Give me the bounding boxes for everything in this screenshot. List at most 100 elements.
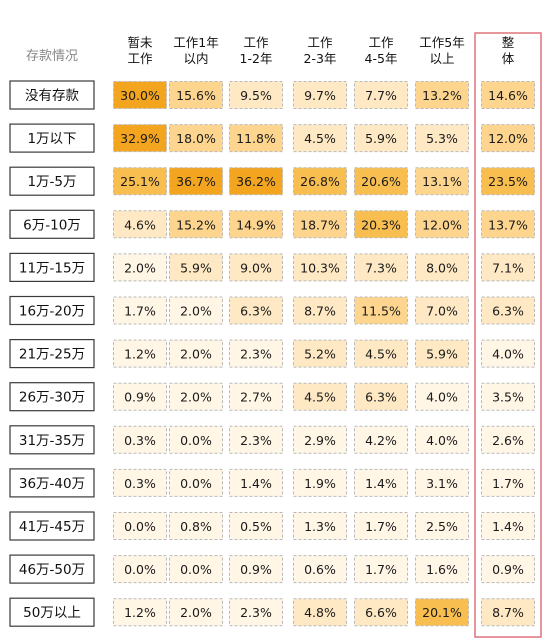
column-header: 暂未工作 <box>127 35 153 66</box>
heatmap-cell <box>229 81 283 109</box>
heatmap-cell <box>113 512 167 540</box>
cell-value-label: 1.4% <box>365 476 397 491</box>
heatmap-cell <box>293 296 347 325</box>
cell-value-label: 6.3% <box>492 304 524 319</box>
cell-value-label: 15.6% <box>176 88 216 103</box>
heatmap-cell <box>354 555 408 584</box>
heatmap-cell <box>354 253 408 282</box>
heatmap-cell <box>113 555 167 584</box>
column-header: 工作 2-3年 <box>304 35 337 66</box>
heatmap-cell <box>481 425 535 454</box>
cell-value-label: 2.3% <box>240 433 272 448</box>
row-label-box <box>9 511 95 541</box>
cell-value-label: 4.8% <box>304 605 336 620</box>
cell-value-label: 4.0% <box>426 390 458 405</box>
cell-value-label: 0.9% <box>124 390 156 405</box>
cell-value-label: 18.0% <box>176 131 216 146</box>
cell-value-label: 14.9% <box>236 217 276 232</box>
heatmap-cell <box>481 555 535 584</box>
cell-value-label: 9.0% <box>240 260 272 275</box>
heatmap-cell <box>293 512 347 540</box>
heatmap-cell <box>229 296 283 325</box>
row-label: 1万-5万 <box>27 174 76 190</box>
cell-value-label: 6.6% <box>365 605 397 620</box>
column-header: 工作 4-5年 <box>365 35 398 66</box>
cell-value-label: 4.6% <box>124 217 156 232</box>
row-label-box <box>9 597 95 627</box>
heatmap-cell <box>113 425 167 454</box>
cell-value-label: 1.7% <box>124 304 156 319</box>
cell-value-label: 1.3% <box>304 519 336 534</box>
cell-value-label: 15.2% <box>176 217 216 232</box>
heatmap-cell <box>169 124 223 153</box>
heatmap-cell <box>169 512 223 540</box>
heatmap-cell <box>481 512 535 540</box>
cell-value-label: 4.5% <box>304 390 336 405</box>
cell-value-label: 1.9% <box>304 476 336 491</box>
cell-value-label: 6.3% <box>240 304 272 319</box>
cell-value-label: 7.1% <box>492 260 524 275</box>
heatmap-cell <box>354 124 408 153</box>
heatmap-cell <box>113 339 167 368</box>
cell-value-label: 7.7% <box>365 88 397 103</box>
heatmap-cell <box>169 382 223 411</box>
heatmap-cell <box>415 425 469 454</box>
cell-value-label: 4.0% <box>426 433 458 448</box>
cell-value-label: 1.2% <box>124 605 156 620</box>
heatmap-cell <box>229 124 283 153</box>
heatmap-cell <box>229 598 283 627</box>
cell-value-label: 20.3% <box>361 217 401 232</box>
heatmap-cell <box>415 81 469 109</box>
cell-value-label: 18.7% <box>300 217 340 232</box>
cell-value-label: 2.0% <box>180 347 212 362</box>
heatmap-cell <box>113 598 167 627</box>
heatmap-cell <box>169 425 223 454</box>
heatmap-cell <box>415 339 469 368</box>
corner-label: 存款情况 <box>26 49 78 64</box>
heatmap-cell <box>415 124 469 153</box>
heatmap-cell <box>169 253 223 282</box>
heatmap-cell <box>415 382 469 411</box>
heatmap-cell <box>354 468 408 497</box>
row-label-box <box>9 123 95 153</box>
heatmap-cell <box>354 425 408 454</box>
cell-value-label: 1.6% <box>426 562 458 577</box>
cell-value-label: 1.7% <box>365 519 397 534</box>
cell-value-label: 1.2% <box>124 347 156 362</box>
heatmap-cell <box>354 296 408 325</box>
heatmap-cell <box>293 210 347 239</box>
cell-value-label: 2.9% <box>304 433 336 448</box>
cell-value-label: 11.8% <box>236 131 276 146</box>
row-label-box <box>9 295 95 326</box>
column-header: 整体 <box>502 35 515 66</box>
heatmap-cell <box>169 555 223 584</box>
cell-value-label: 0.0% <box>180 562 212 577</box>
row-label-box <box>9 80 95 110</box>
heatmap-cell <box>354 167 408 196</box>
cell-value-label: 0.8% <box>180 519 212 534</box>
row-label: 46万-50万 <box>19 562 85 578</box>
heatmap-cell <box>229 210 283 239</box>
column-header: 工作1年以内 <box>173 35 218 66</box>
heatmap-cell <box>229 555 283 584</box>
heatmap-cell <box>481 124 535 153</box>
cell-value-label: 13.1% <box>422 174 462 189</box>
cell-value-label: 1.7% <box>365 562 397 577</box>
heatmap-cell <box>354 598 408 627</box>
heatmap-cell <box>113 468 167 497</box>
cell-value-label: 2.0% <box>180 390 212 405</box>
heatmap-cell <box>229 339 283 368</box>
cell-value-label: 0.3% <box>124 433 156 448</box>
heatmap-cell <box>229 382 283 411</box>
cell-value-label: 2.0% <box>180 304 212 319</box>
row-label-box <box>9 382 95 412</box>
cell-value-label: 2.0% <box>124 260 156 275</box>
row-label: 11万-15万 <box>19 260 85 276</box>
cell-value-label: 4.5% <box>365 347 397 362</box>
cell-value-label: 1.4% <box>492 519 524 534</box>
cell-value-label: 7.3% <box>365 260 397 275</box>
row-label: 1万以下 <box>27 131 76 147</box>
heatmap-cell <box>113 382 167 411</box>
cell-value-label: 11.5% <box>361 304 401 319</box>
